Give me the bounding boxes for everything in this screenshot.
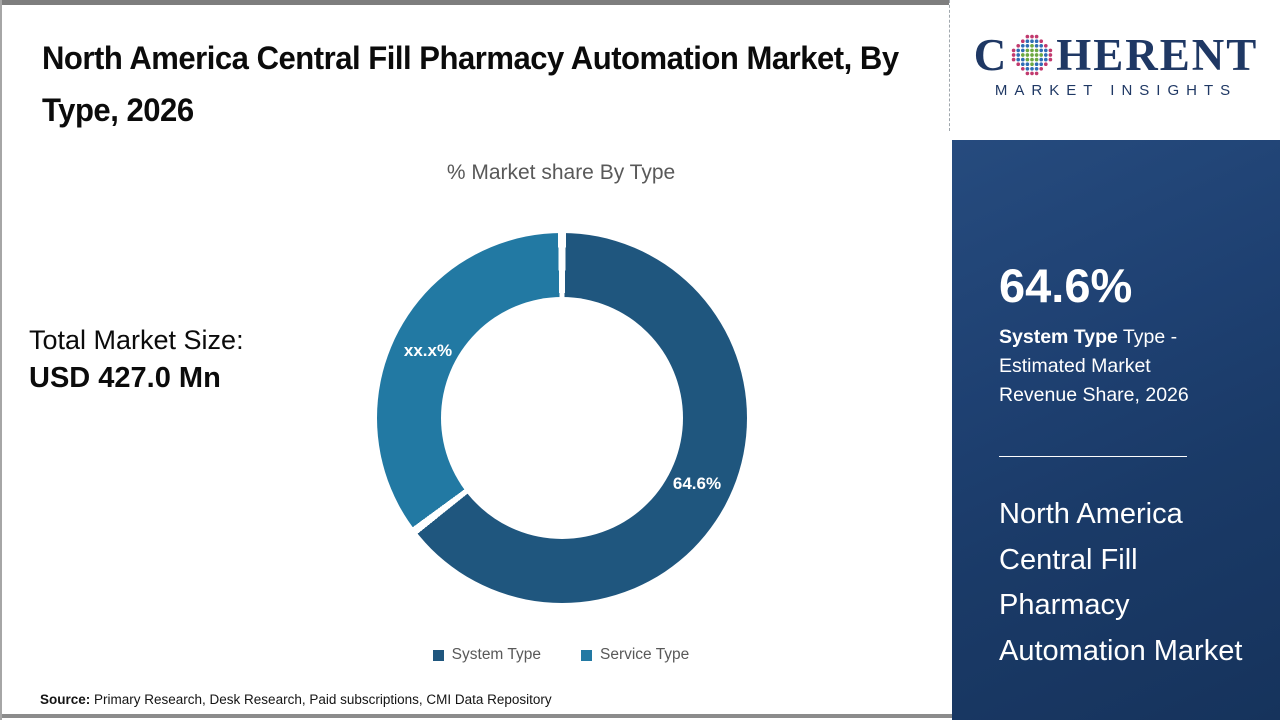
page-title: North America Central Fill Pharmacy Auto… — [42, 40, 899, 128]
source-line: Source: Primary Research, Desk Research,… — [40, 692, 552, 707]
coherent-logo: C HERENT MARKET INSIGHTS — [949, 0, 1280, 131]
top-border-bar — [2, 0, 950, 5]
slice-label-system-type: 64.6% — [672, 474, 722, 493]
legend-swatch-service-type — [580, 649, 592, 661]
legend-label-system-type: System Type — [451, 646, 541, 663]
logo-wordmark: C HERENT — [974, 32, 1259, 78]
donut-hole — [441, 297, 683, 539]
coherent-globe-icon — [1011, 34, 1053, 76]
stat-label: System Type Type - Estimated Market Reve… — [999, 323, 1223, 410]
stat-label-bold: System Type — [999, 326, 1118, 348]
total-market-size-block: Total Market Size: USD 427.0 Mn — [29, 325, 244, 395]
stat-value: 64.6% — [999, 259, 1133, 312]
bottom-border-bar — [2, 714, 952, 718]
logo-letters-herent: HERENT — [1056, 29, 1259, 80]
source-label: Source: — [40, 692, 91, 707]
logo-letter-c: C — [973, 29, 1009, 80]
slice-label-service-type: xx.x% — [403, 341, 453, 360]
total-market-size-label: Total Market Size: — [29, 325, 244, 355]
total-market-size-value: USD 427.0 Mn — [29, 362, 221, 394]
logo-subtext: MARKET INSIGHTS — [994, 82, 1238, 99]
legend-item-service-type: Service Type — [580, 646, 690, 664]
legend-item-system-type: System Type — [432, 646, 541, 664]
chart-title: % Market share By Type — [446, 161, 676, 184]
sidebar-market-title: North America Central Fill Pharmacy Auto… — [999, 498, 1243, 667]
sidebar-divider — [999, 456, 1187, 457]
source-text: Primary Research, Desk Research, Paid su… — [90, 692, 552, 707]
stat-label-rest: Type - Estimated Market Revenue Share, 2… — [999, 326, 1189, 406]
legend-swatch-system-type — [432, 649, 444, 661]
chart-legend: System Type Service Type — [281, 646, 841, 664]
highlight-sidebar: 64.6% System Type Type - Estimated Marke… — [952, 140, 1280, 720]
donut-chart: 64.6% xx.x% — [377, 233, 747, 603]
legend-label-service-type: Service Type — [599, 646, 690, 663]
